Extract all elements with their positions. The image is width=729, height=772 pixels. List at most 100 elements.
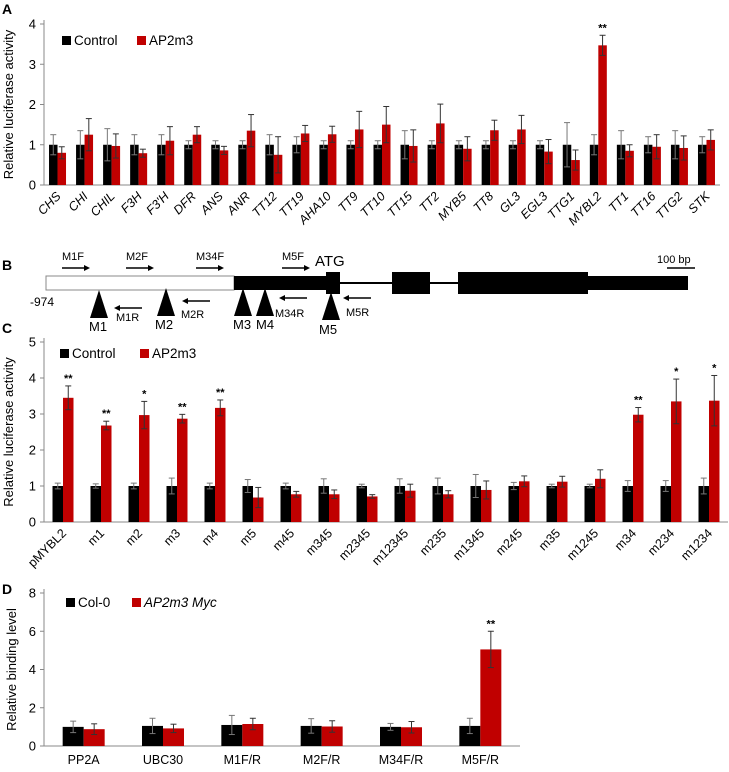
primer-m1r-head: [114, 305, 120, 311]
x-tick-label: CHS: [35, 189, 64, 218]
primer-m2r-head: [182, 298, 188, 304]
y-tick-label: 4: [29, 17, 36, 32]
bar-control-ans: [211, 144, 220, 185]
bar-control-tt8: [481, 144, 491, 185]
bar-ap2m3-m1345: [481, 489, 492, 522]
bar-col-0-m1f-r: [221, 724, 243, 746]
x-tick-label: F3H: [118, 189, 145, 216]
primer-m5r-head: [343, 295, 349, 301]
motif-m1-label: M1: [89, 319, 107, 334]
x-tick-label: ANS: [197, 189, 226, 218]
x-tick-label: M2F/R: [303, 753, 341, 767]
bar-col-0-ubc30: [142, 725, 163, 746]
chart-panel-c: 0 1 2 3 4 5 Relative luciferase activity pMYBL2…: [1, 335, 728, 570]
y-tick-label: 6: [29, 624, 36, 639]
primer-m2f-head: [148, 265, 154, 271]
bar-ap2m3-ans: [219, 150, 229, 185]
primer-m34r-label: M34R: [275, 308, 304, 320]
bar-control-pmybl2: [52, 486, 63, 522]
bar-ap2m3-m2345: [367, 496, 378, 522]
bar-ap2m3-tt9: [354, 129, 364, 185]
y-tick-label: 2: [29, 700, 36, 715]
y-tick-label: 1: [29, 137, 36, 152]
motif-m5-label: M5: [319, 322, 337, 337]
bar-control-m4: [204, 486, 215, 522]
x-tick-label: m3: [161, 526, 183, 548]
bar-ap2m3-mybl2: [598, 45, 607, 185]
motif-m4-label: M4: [256, 317, 274, 332]
primer-m1f-head: [84, 265, 90, 271]
bar-control-egl3: [535, 144, 545, 185]
bar-control-m345: [318, 486, 329, 522]
x-tick-label: EGL3: [518, 189, 551, 222]
legend-swatch-ap2m3-myc: [132, 598, 141, 607]
significance-marker: **: [64, 373, 73, 385]
significance-marker: **: [216, 387, 225, 399]
bar-ap2m3-tt8: [490, 130, 499, 185]
bar-control-m2: [128, 486, 139, 522]
bar-control-chil: [103, 144, 112, 185]
bar-ap2m3-pmybl2: [63, 397, 74, 522]
bar-ap2m3-anr: [246, 130, 256, 185]
bar-control-ttg2: [670, 144, 680, 185]
bar-ap2m3-m5: [253, 497, 264, 522]
bar-control-m35: [546, 486, 557, 522]
bar-col-0-m2f-r: [300, 725, 322, 746]
bar-col-0-m34f-r: [380, 726, 401, 746]
legend-label-control: Control: [72, 346, 116, 361]
bar-control-m234: [660, 486, 671, 522]
x-tick-label: m2345: [336, 526, 373, 563]
bar-ap2m3-tt15: [409, 145, 418, 185]
bar-ap2m3-m3: [177, 418, 188, 522]
significance-marker: **: [598, 22, 607, 34]
significance-marker: *: [142, 388, 147, 400]
promoter-region: [45, 275, 235, 291]
x-tick-label: m4: [199, 526, 221, 548]
significance-marker: *: [712, 362, 717, 374]
x-tick-label: STK: [686, 189, 714, 217]
bar-ap2m3-tt16: [652, 146, 661, 185]
motif-m2-label: M2: [155, 317, 173, 332]
bar-control-chs: [49, 144, 58, 185]
bar-ap2m3-aha10: [327, 134, 337, 185]
x-tick-label: TT9: [335, 189, 361, 215]
motif-m4: [256, 288, 274, 316]
bar-control-m3: [166, 486, 177, 522]
bar-control-tt9: [346, 144, 355, 185]
bar-control-m1234: [698, 486, 709, 522]
x-tick-label: TTG2: [653, 189, 686, 222]
bar-ap2m3-m2: [139, 415, 150, 522]
x-tick-label: m2: [123, 526, 145, 548]
y-tick-label: 3: [29, 57, 36, 72]
bar-ap2m3-chil: [111, 145, 121, 185]
bar-ap2m3-m245: [519, 481, 530, 522]
x-tick-label: TT15: [385, 189, 416, 220]
bar-control-anr: [238, 144, 247, 185]
primer-m5f-head: [304, 265, 310, 271]
primer-m2r-label: M2R: [181, 309, 204, 321]
atg-label: ATG: [315, 253, 345, 270]
bar-ap2m3-tt19: [300, 133, 310, 185]
bar-control-aha10: [319, 144, 328, 185]
y-tick-label: 0: [29, 739, 36, 754]
x-tick-label: m1345: [450, 526, 487, 563]
bar-control-tt15: [400, 144, 410, 185]
bar-control-m1245: [584, 486, 595, 522]
panel-letter-c: C: [2, 320, 12, 336]
bar-ap2m3-m235: [443, 494, 454, 522]
bar-ap2m3-myc-ubc30: [163, 728, 184, 746]
y-tick-label: 5: [29, 335, 36, 350]
bar-control-f3-h: [157, 144, 166, 185]
x-tick-label: PP2A: [68, 753, 101, 767]
bar-control-m235: [432, 486, 443, 522]
bar-ap2m3-myc-m5f-r: [480, 649, 502, 746]
primer-m1r-label: M1R: [116, 312, 139, 324]
bar-col-0-m5f-r: [459, 725, 481, 746]
significance-marker: *: [674, 366, 679, 378]
bar-control-tt12: [265, 144, 274, 185]
exon-3: [458, 272, 588, 294]
x-tick-label: m45: [270, 526, 297, 553]
y-axis-title: Relative binding level: [4, 608, 19, 731]
